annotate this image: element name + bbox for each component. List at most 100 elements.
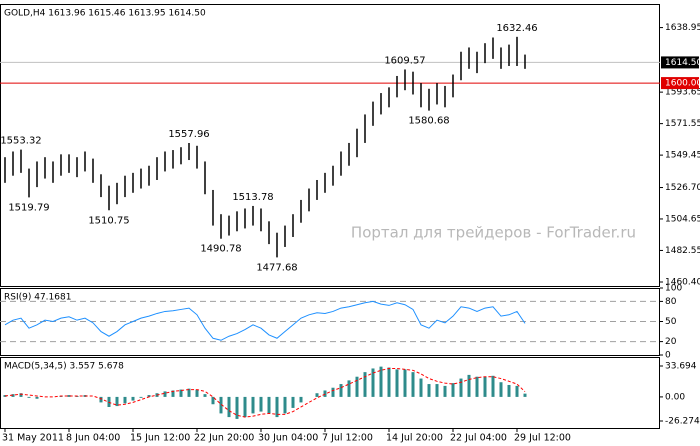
macd-histogram-bar	[315, 393, 319, 397]
watermark: Портал для трейдеров - ForTrader.ru	[351, 224, 636, 242]
y-tick-label: 0.00	[665, 392, 685, 402]
macd-histogram-bar	[283, 396, 287, 414]
macd-histogram-bar	[163, 391, 167, 397]
macd-histogram-bar	[171, 390, 175, 397]
y-tick-label: 50	[665, 317, 677, 327]
x-tick-label: 30 Jun 04:00	[258, 433, 318, 444]
macd-histogram-bar	[291, 396, 295, 408]
level-box	[661, 56, 699, 69]
y-tick-label: 20	[665, 337, 677, 347]
macd-histogram-bar	[99, 396, 103, 403]
macd-histogram-bar	[267, 396, 271, 414]
level-label: 1600.00	[665, 79, 700, 89]
macd-histogram-bar	[387, 367, 391, 397]
macd-histogram-bar	[35, 396, 39, 399]
y-tick-label: 1571.55	[665, 119, 700, 129]
price-annotation: 1580.68	[408, 116, 449, 127]
macd-histogram-bar	[219, 396, 223, 414]
y-tick-label: 1638.95	[665, 23, 700, 33]
macd-histogram-bar	[203, 394, 207, 397]
macd-histogram-bar	[467, 374, 471, 397]
price-annotation: 1490.78	[200, 244, 241, 255]
price-annotation: 1477.68	[256, 262, 297, 273]
y-tick-label: 0	[665, 351, 671, 361]
macd-histogram-bar	[27, 396, 31, 398]
macd-histogram-bar	[419, 378, 423, 397]
macd-histogram-bar	[347, 380, 351, 397]
panel-frame	[0, 357, 660, 429]
panel-title: MACD(5,34,5) 3.557 5.678	[4, 362, 124, 372]
macd-histogram-bar	[515, 385, 519, 397]
macd-histogram-bar	[499, 382, 503, 397]
y-tick-label: 1482.55	[665, 246, 700, 256]
y-tick-label: 33.694	[665, 361, 697, 371]
level-box	[661, 77, 699, 90]
macd-histogram-bar	[443, 385, 447, 397]
price-annotation: 1513.78	[232, 192, 273, 203]
price-annotation: 1609.57	[384, 55, 425, 66]
macd-histogram-bar	[483, 376, 487, 397]
y-tick-label: -26.274	[665, 417, 700, 427]
macd-histogram-bar	[491, 375, 495, 397]
panel-title: RSI(9) 47.1681	[4, 293, 71, 303]
x-tick-label: 14 Jul 20:00	[386, 433, 443, 444]
macd-histogram-bar	[179, 389, 183, 397]
macd-histogram-bar	[371, 368, 375, 397]
macd-histogram-bar	[251, 396, 255, 414]
x-tick-label: 8 Jun 04:00	[66, 433, 120, 444]
macd-signal-line	[4, 367, 526, 418]
rsi-line	[4, 300, 526, 341]
y-tick-label: 1549.45	[665, 151, 700, 161]
macd-histogram-bar	[395, 369, 399, 397]
y-tick-label: 80	[665, 297, 677, 307]
macd-histogram-bar	[411, 372, 415, 397]
macd-histogram-bar	[259, 396, 263, 412]
price-annotation: 1557.96	[168, 129, 209, 140]
macd-histogram-bar	[227, 396, 231, 418]
macd-histogram-bar	[451, 383, 455, 397]
macd-histogram-bar	[123, 396, 127, 404]
x-tick-label: 15 Jun 12:00	[130, 433, 190, 444]
macd-histogram-bar	[243, 396, 247, 418]
macd-histogram-bar	[475, 376, 479, 397]
panel-title: GOLD,H4 1613.96 1615.46 1613.95 1614.50	[4, 9, 206, 19]
macd-histogram-bar	[235, 396, 239, 419]
panel-frame	[0, 4, 660, 287]
y-tick-label: 1460.40	[665, 278, 700, 288]
macd-histogram-bar	[299, 396, 303, 403]
x-tick-label: 7 Jul 12:00	[322, 433, 373, 444]
macd-histogram-bar	[187, 388, 191, 397]
macd-histogram-bar	[363, 372, 367, 397]
price-annotation: 1553.32	[0, 136, 41, 147]
x-tick-label: 29 Jul 12:00	[514, 433, 571, 444]
y-tick-label: 100	[665, 284, 682, 294]
macd-histogram-bar	[459, 378, 463, 397]
y-tick-label: 1593.65	[665, 88, 700, 98]
y-tick-label: 1526.70	[665, 183, 700, 193]
y-tick-label: 1504.65	[665, 214, 700, 224]
macd-histogram-bar	[19, 393, 23, 397]
macd-histogram-bar	[355, 376, 359, 397]
macd-histogram-bar	[275, 396, 279, 418]
macd-histogram-bar	[427, 384, 431, 397]
macd-histogram-bar	[195, 389, 199, 397]
macd-histogram-bar	[147, 395, 151, 397]
level-label: 1614.50	[665, 58, 700, 68]
macd-histogram-bar	[379, 366, 383, 397]
macd-histogram-bar	[67, 395, 71, 397]
macd-histogram-bar	[211, 396, 215, 405]
macd-histogram-bar	[11, 394, 15, 397]
price-annotation: 1632.46	[496, 23, 537, 34]
macd-histogram-bar	[523, 393, 527, 397]
price-annotation: 1510.75	[88, 215, 129, 226]
price-annotation: 1519.79	[8, 202, 49, 213]
macd-histogram-bar	[115, 396, 119, 407]
macd-histogram-bar	[507, 384, 511, 397]
macd-histogram-bar	[339, 384, 343, 397]
x-tick-label: 22 Jul 04:00	[450, 433, 507, 444]
macd-histogram-bar	[403, 369, 407, 397]
x-tick-label: 22 Jun 20:00	[194, 433, 254, 444]
macd-histogram-bar	[331, 387, 335, 397]
x-tick-label: 31 May 2011	[2, 433, 64, 444]
